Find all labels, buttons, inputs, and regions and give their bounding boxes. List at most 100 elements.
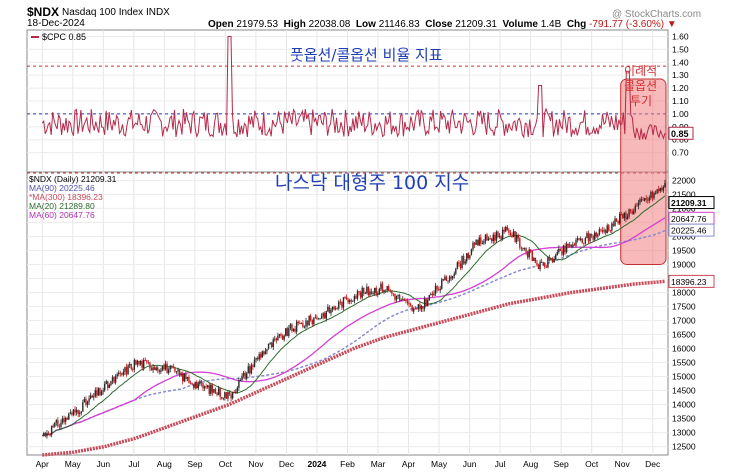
price-bar-body	[300, 323, 303, 324]
price-bar-body	[617, 221, 619, 224]
price-bar-body	[533, 257, 535, 261]
price-bar-body	[395, 295, 398, 300]
price-bar-body	[494, 234, 496, 241]
price-bar-body	[600, 229, 602, 231]
price-bar-body	[431, 293, 434, 296]
price-bar-body	[653, 193, 655, 199]
price-bar-body	[144, 359, 146, 361]
x-tick-label: Oct	[585, 459, 599, 469]
price-bar-body	[542, 262, 544, 264]
x-tick-label: Jun	[96, 459, 110, 469]
price-bar-body	[89, 395, 92, 399]
price-bar-body	[353, 296, 356, 302]
price-bar-body	[166, 363, 168, 374]
price-bar-body	[642, 199, 644, 201]
legend-ma60: MA(60) 20647.76	[29, 210, 95, 220]
price-bar-body	[225, 392, 228, 399]
price-bar-body	[164, 363, 167, 370]
price-bar-body	[267, 344, 270, 350]
cpc-y-tick-label: 1.10	[672, 96, 689, 106]
price-bar-body	[169, 365, 171, 370]
price-bar-body	[61, 418, 64, 423]
price-bar-body	[478, 237, 480, 246]
price-bar-body	[345, 297, 348, 300]
price-y-tick-label: 17000	[672, 316, 696, 326]
price-bar-body	[358, 291, 360, 293]
price-bar-body	[107, 381, 109, 389]
price-bar-body	[219, 388, 221, 398]
price-bar-body	[473, 242, 476, 245]
price-bar-body	[472, 242, 474, 250]
price-bar-body	[609, 230, 612, 232]
price-bar-body	[102, 390, 104, 392]
x-tick-label: Mar	[371, 459, 386, 469]
legend-ndx: $NDX (Daily) 21209.31	[29, 174, 117, 184]
price-bar-body	[88, 398, 90, 402]
price-bar-body	[71, 412, 73, 415]
price-y-tick-label: 13000	[672, 428, 696, 438]
price-bar-body	[359, 292, 362, 298]
price-bar-body	[486, 234, 488, 241]
price-bar-body	[217, 388, 220, 395]
price-bar-body	[611, 223, 613, 231]
price-bar-body	[590, 233, 593, 236]
side-annotation-line2: 콜옵션	[624, 79, 657, 93]
price-bar-body	[314, 317, 317, 319]
price-bar-body	[636, 205, 638, 207]
price-bar-body	[349, 300, 351, 303]
price-bar-body	[230, 394, 232, 399]
price-bar-body	[306, 320, 309, 326]
price-bar-body	[252, 365, 254, 367]
price-bar-body	[383, 289, 385, 292]
price-bar-body	[327, 306, 329, 312]
price-bar-body	[246, 373, 248, 379]
price-bar-body	[491, 238, 493, 242]
price-bar-body	[91, 395, 93, 398]
x-tick-label: May	[65, 459, 82, 469]
price-bar-body	[458, 262, 460, 264]
price-bar-body	[49, 434, 51, 436]
price-bar-body	[270, 342, 273, 347]
price-bar-body	[459, 263, 462, 268]
price-bar-body	[447, 280, 449, 282]
price-bar-body	[103, 384, 106, 391]
price-bar-body	[409, 304, 412, 306]
price-bar-body	[556, 252, 558, 255]
price-bar-body	[344, 297, 346, 299]
price-bar-body	[384, 289, 387, 291]
price-bar-body	[330, 309, 332, 314]
price-bar-body	[572, 244, 574, 248]
price-bar-body	[274, 338, 276, 340]
price-bar-body	[483, 241, 485, 244]
price-bar-body	[608, 225, 610, 231]
price-bar-body	[197, 384, 200, 389]
price-bar-body	[94, 390, 97, 397]
price-bar-body	[377, 293, 379, 295]
price-bar-body	[442, 279, 445, 281]
cpc-panel-annotation: 풋옵션/콜옵션 비율 지표	[290, 46, 443, 64]
price-bar-body	[650, 191, 652, 198]
price-bar-body	[439, 288, 441, 291]
price-bar-body	[634, 205, 636, 212]
price-bar-body	[277, 335, 279, 341]
cpc-series-line	[41, 35, 666, 140]
price-bar-body	[297, 321, 299, 324]
price-bar-body	[74, 409, 76, 413]
price-bar-body	[213, 389, 215, 393]
price-bar-body	[185, 373, 187, 379]
price-bar-body	[116, 374, 118, 377]
price-bar-body	[575, 240, 577, 246]
price-bar-body	[125, 367, 128, 375]
price-bar-body	[558, 248, 560, 253]
price-bar-body	[263, 351, 265, 355]
price-bar-body	[79, 412, 81, 414]
price-bar-body	[658, 189, 660, 192]
ma20-line	[41, 195, 666, 437]
price-bar-body	[467, 253, 470, 259]
price-bar-body	[567, 243, 569, 246]
chg-value: -791.77 (-3.60%)	[589, 19, 665, 30]
price-bar-body	[433, 293, 435, 296]
price-bar-body	[428, 294, 430, 300]
price-bar-body	[139, 360, 142, 365]
price-bar-body	[464, 261, 466, 264]
